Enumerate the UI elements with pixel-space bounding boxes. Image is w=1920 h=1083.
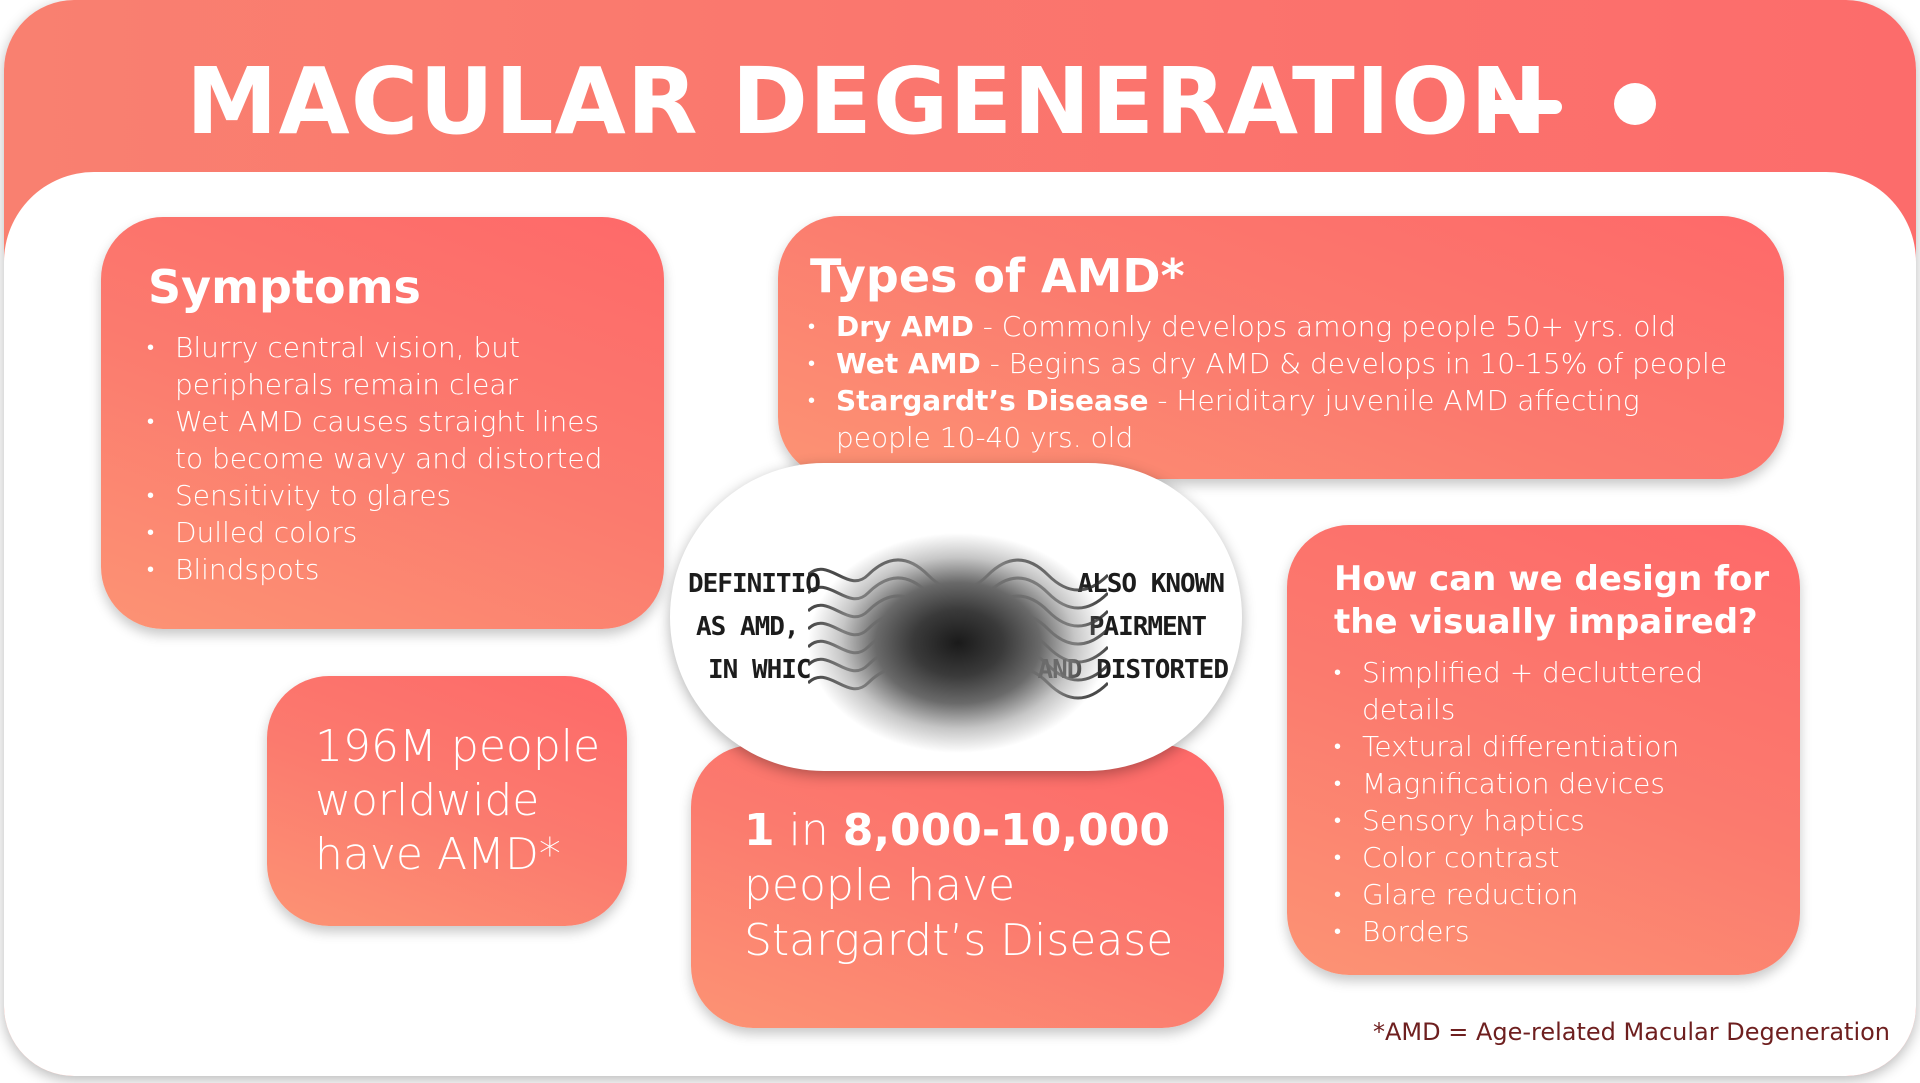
- worldwide-stat-text: 196M people worldwide have AMD*: [315, 721, 601, 880]
- stat-number: 8,000-10,000: [842, 805, 1170, 856]
- list-item: • Blindspots: [147, 551, 664, 588]
- simulation-line: DEFINITIO ALSO KNOWN: [688, 563, 1225, 606]
- type-desc: - Begins as dry AMD & develops in 10-15%…: [980, 347, 1728, 380]
- dot-icon[interactable]: [1614, 83, 1656, 125]
- type-desc-cont: people 10-40 yrs. old: [836, 421, 1134, 454]
- bullet-icon: •: [147, 409, 155, 433]
- list-item: • Simplified + decluttered details: [1334, 654, 1800, 728]
- list-item-text: Magnification devices: [1362, 767, 1665, 800]
- bullet-icon: •: [1334, 808, 1342, 832]
- list-item: • Sensitivity to glares: [147, 477, 664, 514]
- type-desc: - Heriditary juvenile AMD affecting: [1148, 384, 1640, 417]
- list-item: • Color contrast: [1334, 839, 1800, 876]
- bullet-icon: •: [147, 335, 155, 359]
- bullet-icon: •: [1334, 660, 1342, 684]
- design-card: How can we design for the visually impai…: [1287, 525, 1800, 975]
- bullet-icon: •: [1334, 882, 1342, 906]
- page-title: MACULAR DEGENERATION: [186, 48, 1549, 155]
- list-item-text: Blindspots: [175, 553, 320, 586]
- types-heading: Types of AMD*: [810, 249, 1185, 303]
- list-item-text: to become wavy and distorted: [175, 442, 603, 475]
- list-item-text: Simplified + decluttered: [1362, 656, 1704, 689]
- type-name: Dry AMD: [836, 310, 974, 343]
- symptoms-heading: Symptoms: [148, 260, 421, 314]
- simulation-line: AS AMD, PAIRMENT: [688, 606, 1224, 649]
- bullet-icon: •: [147, 557, 155, 581]
- bullet-icon: •: [808, 314, 816, 338]
- bullet-icon: •: [808, 351, 816, 375]
- list-item-text: Wet AMD causes straight lines: [175, 405, 600, 438]
- list-item: • Blurry central vision, but peripherals r…: [147, 329, 664, 403]
- bullet-icon: •: [147, 520, 155, 544]
- list-item: • Magnification devices: [1334, 765, 1800, 802]
- type-name: Wet AMD: [836, 347, 981, 380]
- bullet-icon: •: [147, 483, 155, 507]
- list-item-text: Glare reduction: [1362, 878, 1579, 911]
- list-item-text: Sensitivity to glares: [175, 479, 452, 512]
- stat-connector: in: [774, 805, 843, 856]
- types-card: Types of AMD* • Dry AMD - Commonly develo…: [778, 216, 1784, 479]
- type-name: Stargardt’s Disease: [836, 384, 1149, 417]
- list-item: • Wet AMD causes straight lines to become …: [147, 403, 664, 477]
- worldwide-stat-card: 196M people worldwide have AMD*: [267, 676, 627, 926]
- simulation-text-right: ALSO KNOWN: [1077, 569, 1225, 599]
- list-item-text: details: [1362, 693, 1456, 726]
- types-list: • Dry AMD - Commonly develops among peopl…: [808, 308, 1784, 456]
- blind-spot: [808, 533, 1108, 753]
- list-item-text: Blurry central vision, but: [175, 331, 520, 364]
- design-heading: How can we design for the visually impai…: [1334, 559, 1770, 642]
- list-item: • Glare reduction: [1334, 876, 1800, 913]
- list-item-text: Borders: [1362, 915, 1470, 948]
- footnote: *AMD = Age-related Macular Degeneration: [1372, 1018, 1890, 1046]
- bullet-icon: •: [1334, 734, 1342, 758]
- list-item-text: Dulled colors: [175, 516, 358, 549]
- stargardt-stat-card: 1 in 8,000-10,000 people have Stargardt’…: [691, 745, 1224, 1028]
- symptoms-list: • Blurry central vision, but peripherals r…: [147, 329, 664, 588]
- simulation-text-left: IN WHIC: [708, 655, 812, 685]
- stat-line: Stargardt’s Disease: [744, 915, 1174, 966]
- list-item: • Wet AMD - Begins as dry AMD & develops …: [808, 345, 1784, 382]
- list-item: • Dry AMD - Commonly develops among peopl…: [808, 308, 1784, 345]
- bullet-icon: •: [1334, 845, 1342, 869]
- list-item: • Textural differentiation: [1334, 728, 1800, 765]
- vision-simulation: DEFINITIO ALSO KNOWN AS AMD, PAIRMENT IN…: [670, 463, 1242, 771]
- type-desc: - Commonly develops among people 50+ yrs…: [973, 310, 1677, 343]
- list-item-text: Sensory haptics: [1362, 804, 1585, 837]
- list-item-text: Color contrast: [1362, 841, 1560, 874]
- stargardt-stat-text: 1 in 8,000-10,000 people have Stargardt’…: [744, 803, 1224, 968]
- bullet-icon: •: [1334, 771, 1342, 795]
- list-item: • Sensory haptics: [1334, 802, 1800, 839]
- simulation-text-left: AS AMD,: [696, 612, 800, 642]
- list-item: • Stargardt’s Disease - Heriditary juveni…: [808, 382, 1784, 456]
- list-item-text: Textural differentiation: [1362, 730, 1680, 763]
- minimize-icon[interactable]: [1482, 100, 1562, 114]
- stat-number: 1: [744, 805, 775, 856]
- simulation-text-left: DEFINITIO: [688, 569, 821, 599]
- stat-line: people have: [744, 860, 1016, 911]
- design-list: • Simplified + decluttered details • Textur…: [1334, 654, 1800, 950]
- symptoms-card: Symptoms • Blurry central vision, but peri…: [101, 217, 664, 629]
- bullet-icon: •: [808, 388, 816, 412]
- simulation-text-right: PAIRMENT: [1088, 612, 1207, 642]
- bullet-icon: •: [1334, 919, 1342, 943]
- list-item-text: peripherals remain clear: [175, 368, 519, 401]
- list-item: • Borders: [1334, 913, 1800, 950]
- list-item: • Dulled colors: [147, 514, 664, 551]
